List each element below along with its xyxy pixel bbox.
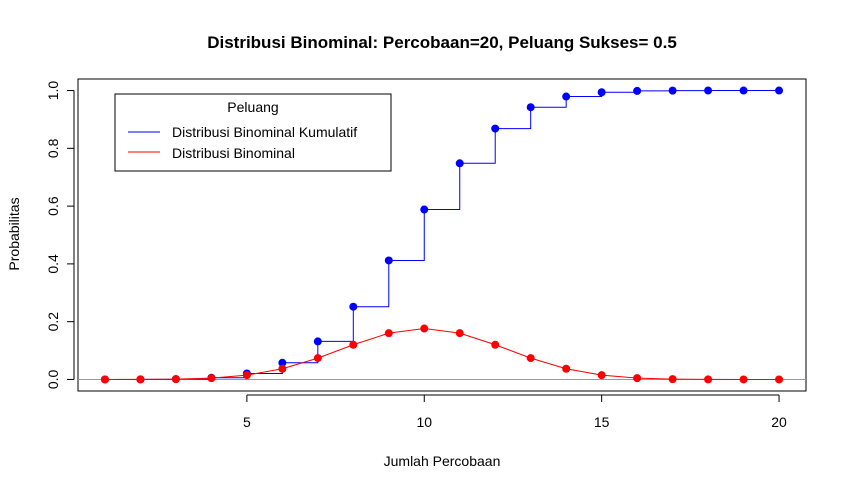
data-point bbox=[739, 86, 748, 95]
data-point bbox=[775, 375, 784, 384]
legend-box bbox=[114, 93, 392, 172]
data-point bbox=[491, 124, 500, 133]
x-tick-label: 10 bbox=[416, 414, 432, 430]
y-tick-label: 0.2 bbox=[45, 312, 61, 332]
data-point bbox=[171, 375, 180, 384]
y-tick-label: 0.8 bbox=[45, 138, 61, 158]
data-point bbox=[668, 86, 677, 95]
legend-label-distribution: Distribusi Binominal bbox=[172, 145, 295, 161]
x-tick-label: 20 bbox=[771, 414, 787, 430]
data-point bbox=[384, 256, 393, 265]
data-point bbox=[349, 302, 358, 311]
data-point bbox=[278, 358, 287, 367]
data-point bbox=[420, 324, 429, 333]
y-axis-label: Probabilitas bbox=[6, 197, 22, 270]
data-point bbox=[242, 371, 251, 380]
data-point bbox=[526, 103, 535, 112]
x-tick-label: 15 bbox=[594, 414, 610, 430]
plot-frame bbox=[77, 78, 807, 392]
series-line bbox=[104, 328, 780, 380]
legend-label-cumulative: Distribusi Binominal Kumulatif bbox=[172, 124, 357, 140]
y-tick-label: 0.4 bbox=[45, 254, 61, 274]
data-point bbox=[562, 92, 571, 101]
data-point bbox=[313, 337, 322, 346]
data-point bbox=[668, 375, 677, 384]
data-point bbox=[349, 340, 358, 349]
legend-title: Peluang bbox=[227, 99, 278, 115]
data-point bbox=[633, 374, 642, 383]
x-tick-label: 5 bbox=[243, 414, 251, 430]
data-point bbox=[597, 371, 606, 380]
x-axis-label: Jumlah Percobaan bbox=[384, 453, 501, 469]
data-point bbox=[597, 88, 606, 97]
data-point bbox=[455, 159, 464, 168]
y-tick-label: 0.0 bbox=[45, 370, 61, 390]
data-point bbox=[526, 354, 535, 363]
data-point bbox=[100, 375, 109, 384]
data-point bbox=[207, 374, 216, 383]
data-point bbox=[491, 340, 500, 349]
data-point bbox=[313, 354, 322, 363]
chart-title: Distribusi Binominal: Percobaan=20, Pelu… bbox=[207, 33, 677, 52]
series-distribution bbox=[100, 324, 784, 384]
data-point bbox=[633, 86, 642, 95]
data-point bbox=[775, 86, 784, 95]
data-point bbox=[704, 86, 713, 95]
data-point bbox=[136, 375, 145, 384]
legend: Peluang Distribusi Binominal Kumulatif D… bbox=[114, 93, 392, 172]
data-point bbox=[704, 375, 713, 384]
data-point bbox=[739, 375, 748, 384]
data-point bbox=[278, 364, 287, 373]
data-point bbox=[384, 329, 393, 338]
data-point bbox=[562, 364, 571, 373]
y-tick-label: 1.0 bbox=[45, 81, 61, 101]
data-point bbox=[455, 329, 464, 338]
data-point bbox=[420, 205, 429, 214]
y-tick-label: 0.6 bbox=[45, 196, 61, 216]
